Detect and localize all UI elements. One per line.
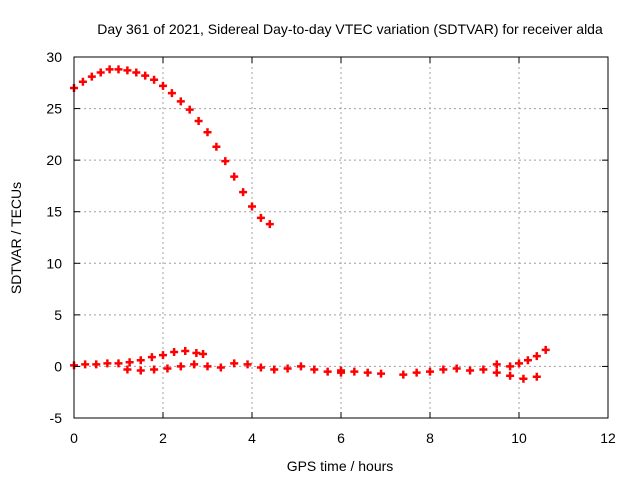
data-point bbox=[323, 367, 332, 376]
data-point bbox=[492, 368, 501, 377]
data-point bbox=[163, 364, 172, 373]
data-point bbox=[492, 360, 501, 369]
x-axis: 0 2 4 6 8 10 12 bbox=[70, 57, 616, 446]
data-point bbox=[185, 105, 194, 114]
data-point bbox=[92, 360, 101, 369]
data-point bbox=[350, 367, 359, 376]
data-point bbox=[81, 360, 90, 369]
data-point bbox=[479, 365, 488, 374]
data-point bbox=[230, 172, 239, 181]
data-point bbox=[216, 363, 225, 372]
data-point bbox=[506, 362, 515, 371]
y-tick-label: 0 bbox=[54, 358, 62, 374]
data-point bbox=[170, 347, 179, 356]
data-point bbox=[159, 81, 167, 90]
data-point bbox=[114, 65, 123, 74]
data-point bbox=[125, 358, 134, 367]
data-point bbox=[532, 352, 541, 361]
data-point bbox=[506, 371, 515, 380]
data-point bbox=[96, 68, 105, 77]
data-point bbox=[221, 157, 230, 166]
data-point bbox=[248, 202, 256, 211]
data-point bbox=[270, 365, 279, 374]
data-point bbox=[256, 363, 265, 372]
data-point bbox=[141, 71, 150, 80]
series-2 bbox=[70, 345, 550, 383]
y-tick-label: -5 bbox=[50, 410, 63, 426]
data-point bbox=[515, 359, 523, 368]
data-point bbox=[296, 362, 305, 371]
data-point bbox=[114, 359, 123, 368]
y-tick-label: 20 bbox=[46, 152, 62, 168]
series-1 bbox=[70, 65, 274, 229]
data-point bbox=[212, 142, 221, 151]
data-point bbox=[452, 364, 461, 373]
data-point bbox=[194, 116, 203, 125]
data-point bbox=[176, 97, 185, 106]
data-point bbox=[136, 356, 145, 365]
x-tick-label: 8 bbox=[426, 430, 434, 446]
data-point bbox=[426, 367, 434, 376]
data-point bbox=[150, 75, 159, 84]
data-point bbox=[412, 368, 421, 377]
data-point bbox=[541, 345, 550, 354]
data-point bbox=[466, 366, 475, 375]
data-point bbox=[363, 368, 372, 377]
x-axis-label: GPS time / hours bbox=[287, 458, 394, 474]
x-tick-label: 0 bbox=[70, 430, 78, 446]
data-point bbox=[243, 360, 252, 369]
x-tick-label: 4 bbox=[248, 430, 256, 446]
data-point bbox=[150, 365, 159, 374]
x-tick-label: 2 bbox=[159, 430, 167, 446]
data-point bbox=[87, 72, 96, 81]
data-point bbox=[181, 346, 190, 355]
y-tick-label: 15 bbox=[46, 204, 62, 220]
data-point bbox=[439, 365, 448, 374]
data-point bbox=[78, 77, 87, 86]
data-point bbox=[337, 366, 345, 375]
x-tick-label: 12 bbox=[600, 430, 616, 446]
data-point bbox=[176, 362, 185, 371]
y-tick-label: 5 bbox=[54, 307, 62, 323]
data-point bbox=[519, 374, 528, 383]
data-point bbox=[203, 362, 212, 371]
data-point bbox=[105, 65, 114, 74]
data-point bbox=[132, 68, 141, 77]
data-point bbox=[103, 359, 112, 368]
data-point bbox=[167, 89, 176, 98]
data-point bbox=[239, 188, 248, 197]
y-tick-label: 10 bbox=[46, 255, 62, 271]
y-axis-label: SDTVAR / TECUs bbox=[8, 182, 24, 294]
y-axis: -5 0 5 10 15 20 25 30 bbox=[46, 49, 608, 426]
y-tick-label: 30 bbox=[46, 49, 62, 65]
data-point bbox=[123, 66, 132, 75]
data-point bbox=[265, 220, 274, 229]
data-point bbox=[256, 213, 265, 222]
data-point bbox=[203, 128, 212, 137]
data-point bbox=[532, 372, 541, 381]
data-point bbox=[190, 360, 199, 369]
data-point bbox=[283, 364, 292, 373]
x-tick-label: 6 bbox=[337, 430, 345, 446]
data-point bbox=[230, 359, 239, 368]
data-point bbox=[192, 349, 201, 358]
data-point bbox=[123, 365, 132, 374]
series-layer bbox=[70, 65, 550, 383]
data-point bbox=[159, 351, 167, 360]
data-point bbox=[147, 353, 156, 362]
x-tick-label: 10 bbox=[511, 430, 527, 446]
data-point bbox=[136, 366, 145, 375]
data-point bbox=[310, 365, 319, 374]
data-point bbox=[377, 369, 386, 378]
data-point bbox=[199, 350, 208, 359]
chart-title: Day 361 of 2021, Sidereal Day-to-day VTE… bbox=[97, 21, 603, 37]
data-point bbox=[399, 370, 408, 379]
data-point bbox=[523, 356, 532, 365]
y-tick-label: 25 bbox=[46, 101, 62, 117]
